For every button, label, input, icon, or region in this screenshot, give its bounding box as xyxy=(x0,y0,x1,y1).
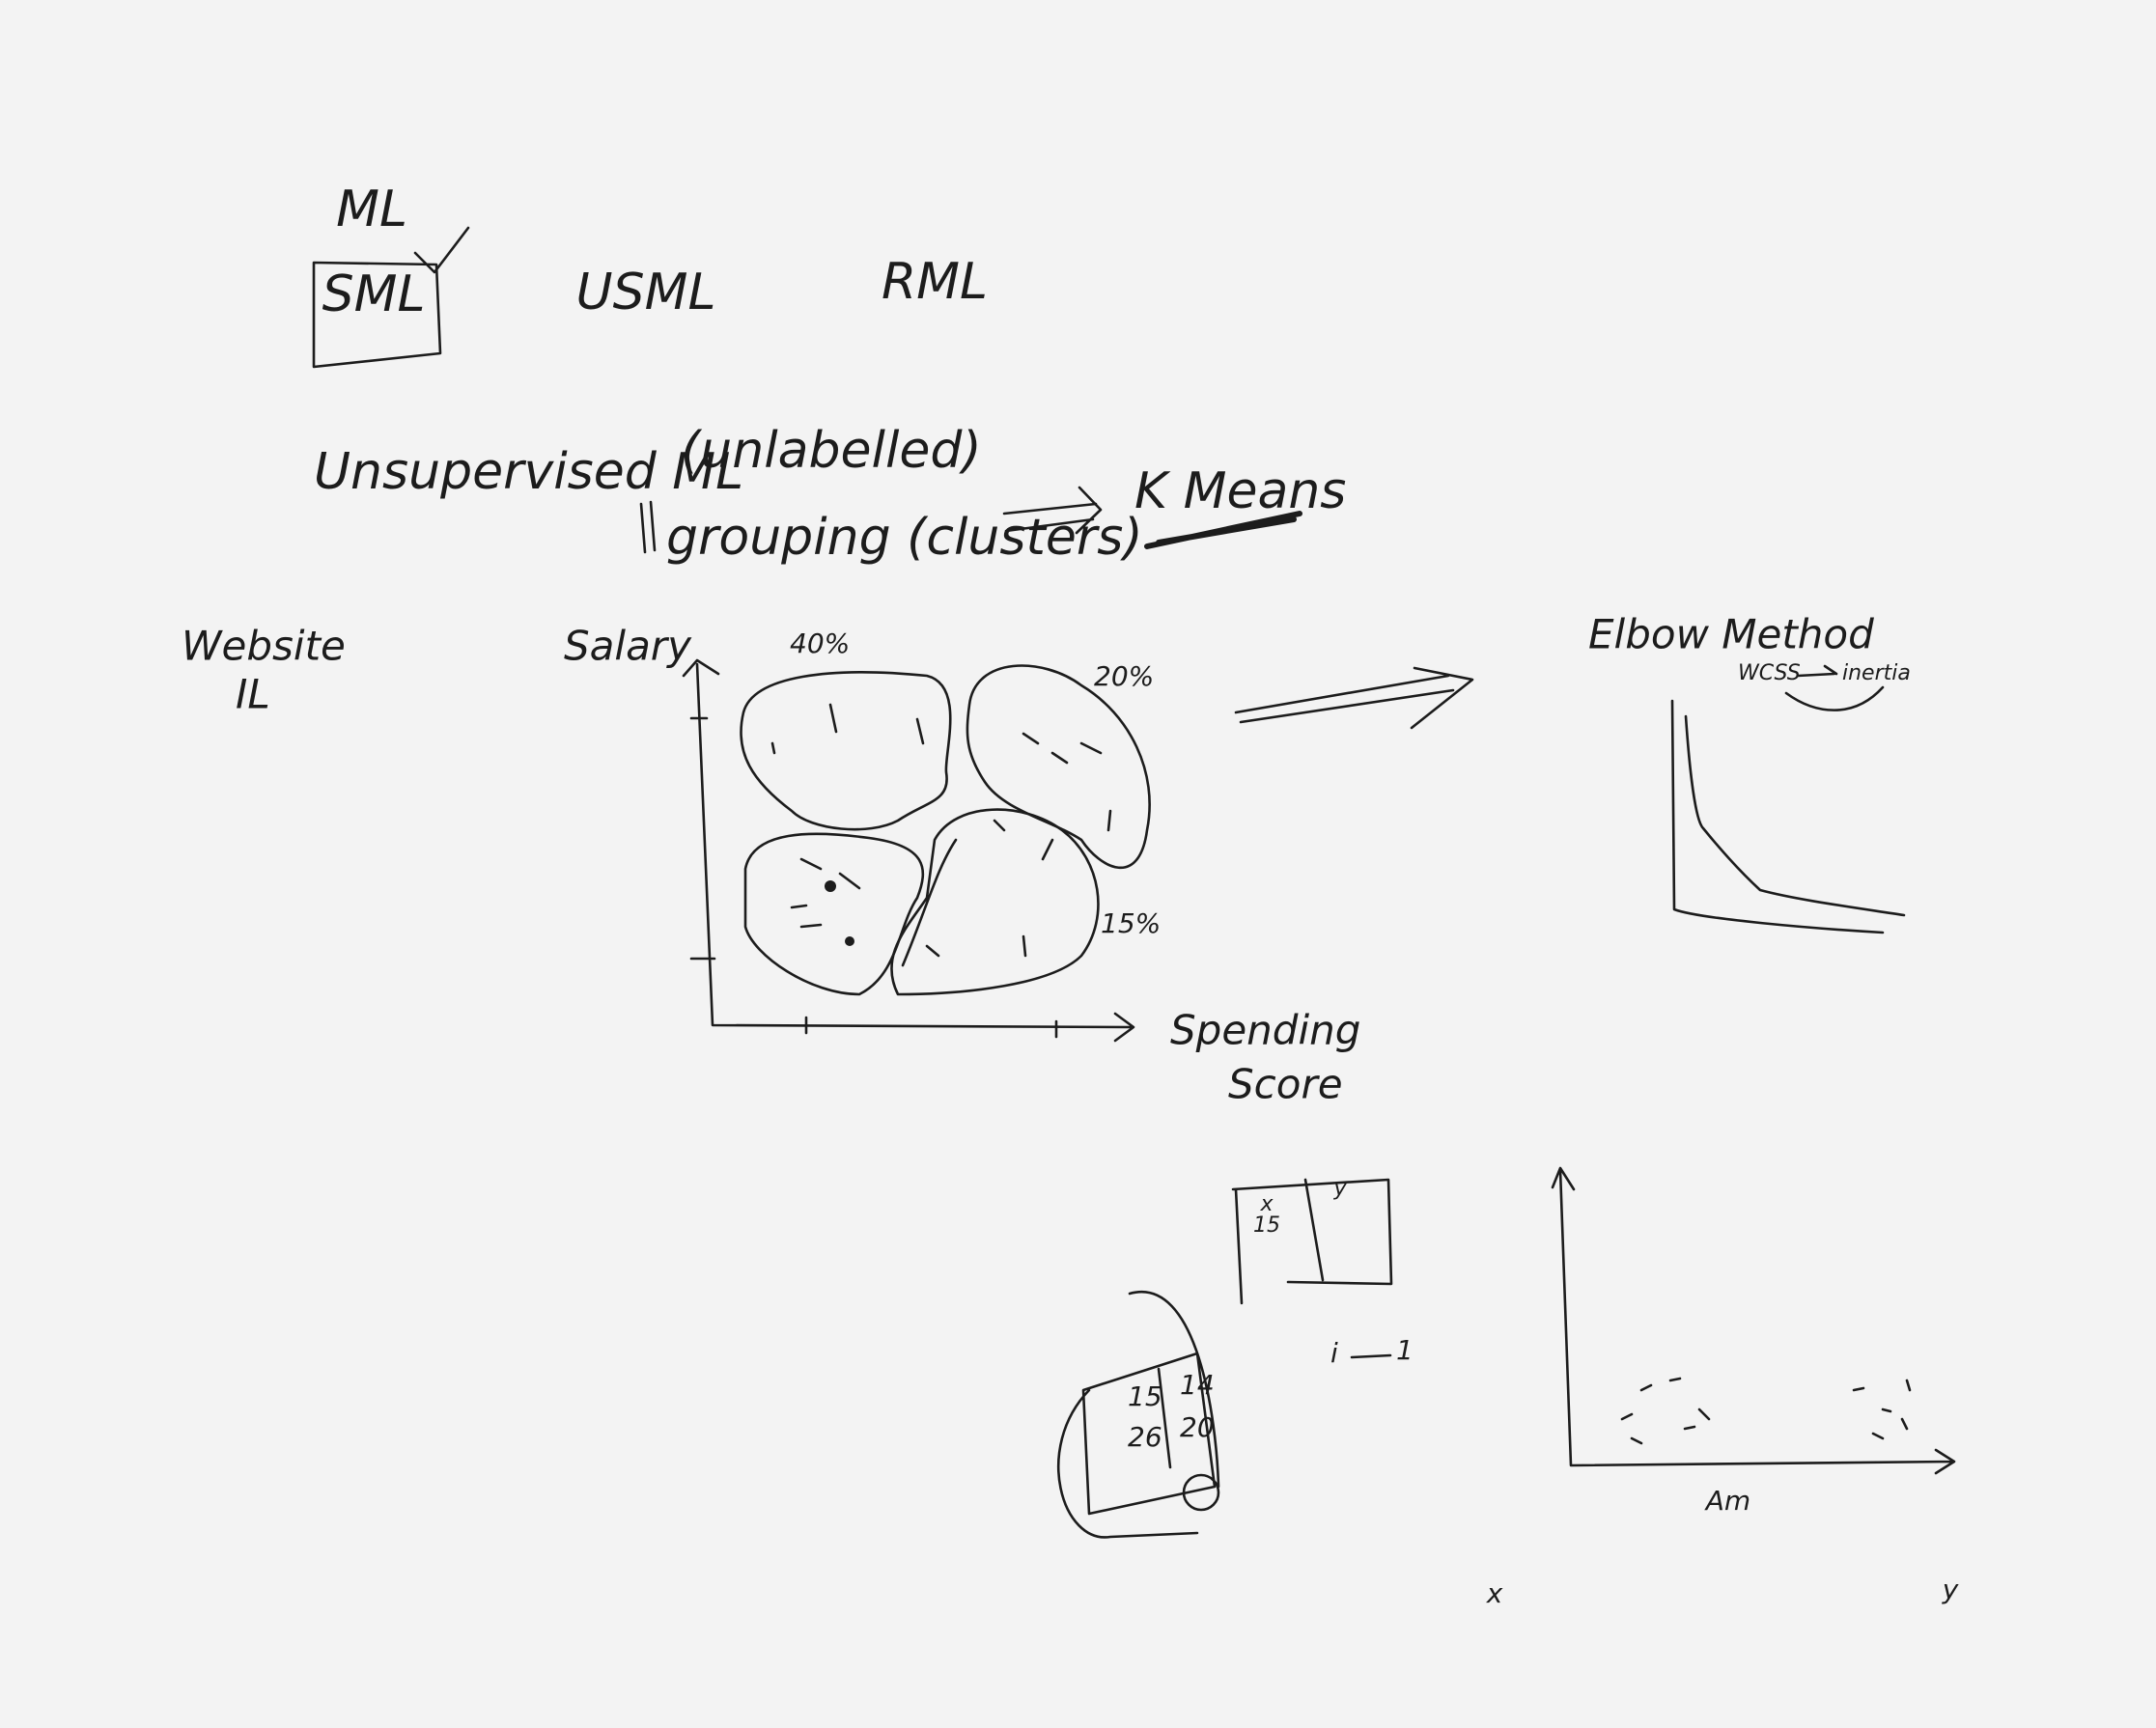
arrow xyxy=(1002,486,1103,535)
sml: SML xyxy=(322,265,426,323)
il: IL xyxy=(236,671,270,718)
box-sketch xyxy=(1056,1290,1220,1539)
ml: ML xyxy=(336,181,407,238)
spending-label: Spending xyxy=(1170,1007,1360,1054)
cluster-1-share: 40% xyxy=(790,627,850,659)
circle xyxy=(1182,1473,1220,1512)
cluster-3-share: 15% xyxy=(1101,907,1161,939)
website: Website xyxy=(182,623,346,670)
table-cell: 15 xyxy=(1253,1213,1280,1238)
usml: USML xyxy=(576,264,716,321)
table-col2: y xyxy=(1332,1177,1347,1201)
box-c: 26 xyxy=(1128,1421,1162,1453)
x-note: x xyxy=(1486,1577,1503,1609)
box-a: 15 xyxy=(1128,1380,1162,1412)
check-mark xyxy=(413,226,470,274)
arrow xyxy=(1350,1353,1392,1359)
arrow xyxy=(1784,664,1885,711)
i-note: i xyxy=(1330,1337,1338,1369)
cluster-2-share: 20% xyxy=(1094,660,1154,692)
i-value: 1 xyxy=(1396,1334,1414,1366)
score-label: Score xyxy=(1228,1061,1343,1108)
table xyxy=(1231,1178,1393,1305)
rml: RML xyxy=(882,253,988,311)
inertia: inertia xyxy=(1842,661,1911,685)
down-arrow xyxy=(639,500,657,554)
axis-ticks xyxy=(689,716,1058,1039)
cluster-1 xyxy=(740,671,952,831)
y-note: y xyxy=(1942,1574,1959,1605)
salary-label: Salary xyxy=(564,623,692,670)
big-arrow xyxy=(1234,666,1474,730)
cluster-2 xyxy=(966,664,1151,870)
data-points xyxy=(1620,1377,1912,1445)
kmeans: K Means xyxy=(1134,462,1346,520)
wcss: WCSS xyxy=(1738,661,1801,685)
unsupervised: Unsupervised ML xyxy=(314,443,743,501)
x-axis-label: Am xyxy=(1704,1485,1750,1517)
unlabelled: (unlabelled) xyxy=(681,422,982,480)
underline xyxy=(1144,511,1302,549)
axes xyxy=(682,658,1135,1043)
cluster-4 xyxy=(890,808,1100,996)
cluster-3 xyxy=(743,832,925,996)
box-b: 14 xyxy=(1180,1369,1215,1401)
grouping: grouping (clusters) xyxy=(666,509,1143,567)
box-d: 20 xyxy=(1180,1411,1215,1443)
centroid xyxy=(825,880,836,892)
elbow-title: Elbow Method xyxy=(1588,611,1874,658)
table-col1: x xyxy=(1259,1192,1274,1216)
sml-box xyxy=(312,261,442,369)
data-points xyxy=(770,703,1112,958)
elbow-plot xyxy=(1670,699,1906,934)
centroid xyxy=(845,936,854,946)
axes xyxy=(1551,1166,1956,1475)
